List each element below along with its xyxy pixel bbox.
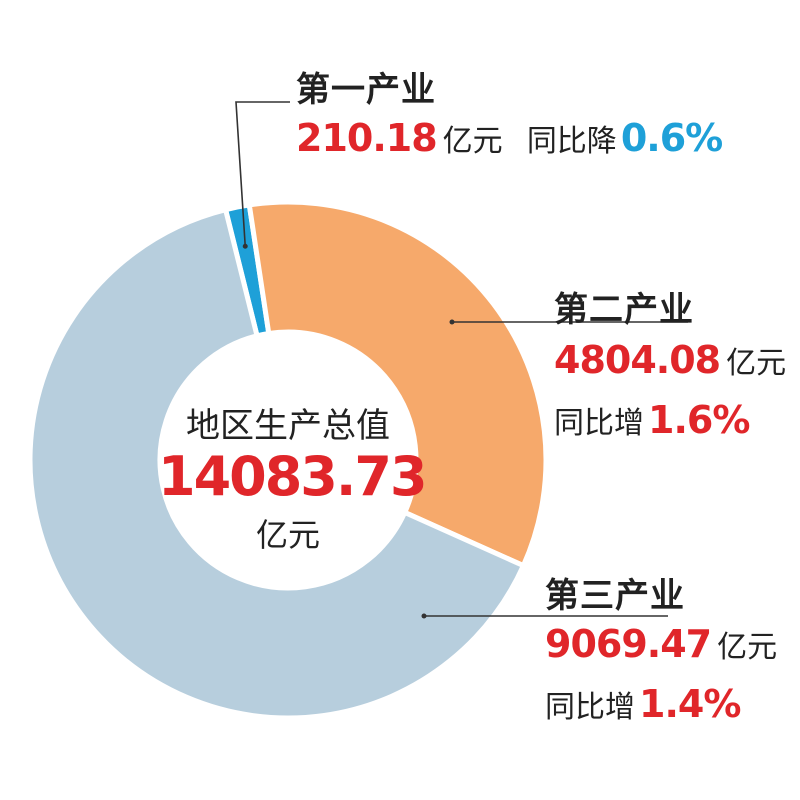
leader-dot-secondary-industry — [449, 319, 455, 325]
leader-line-primary-industry — [235, 101, 290, 247]
primary-industry-change-text: 同比降 — [526, 124, 617, 159]
leader-dot-primary-industry — [242, 243, 248, 249]
primary-industry-name: 第一产业 — [296, 70, 436, 110]
secondary-industry-name: 第二产业 — [554, 290, 694, 330]
tertiary-industry-change-row: 同比增 1.4% — [545, 682, 741, 726]
primary-industry-unit: 亿元 — [442, 124, 503, 159]
tertiary-industry-name: 第三产业 — [545, 576, 685, 616]
primary-industry-value: 210.18 — [296, 116, 438, 160]
center-title: 地区生产总值 — [186, 406, 390, 446]
tertiary-industry-value: 9069.47 — [545, 622, 712, 666]
slice-tertiary-industry — [27, 206, 527, 721]
secondary-industry-change: 1.6% — [648, 398, 750, 442]
tertiary-industry-unit: 亿元 — [717, 630, 778, 665]
secondary-industry-value-row: 4804.08 亿元 — [554, 338, 787, 382]
secondary-industry-value: 4804.08 — [554, 338, 721, 382]
leader-dot-tertiary-industry — [421, 613, 427, 619]
slice-secondary-industry — [246, 199, 549, 569]
primary-industry-row: 210.18 亿元 同比降 0.6% — [296, 116, 723, 160]
secondary-industry-change-text: 同比增 — [554, 406, 644, 441]
tertiary-industry-change-text: 同比增 — [545, 690, 635, 725]
secondary-industry-unit: 亿元 — [726, 346, 787, 381]
tertiary-industry-value-row: 9069.47 亿元 — [545, 622, 778, 666]
secondary-industry-change-row: 同比增 1.6% — [554, 398, 750, 442]
center-total-value: 14083.73 — [158, 445, 428, 508]
primary-industry-change: 0.6% — [620, 116, 723, 160]
tertiary-industry-change: 1.4% — [639, 682, 741, 726]
center-unit: 亿元 — [255, 516, 320, 554]
